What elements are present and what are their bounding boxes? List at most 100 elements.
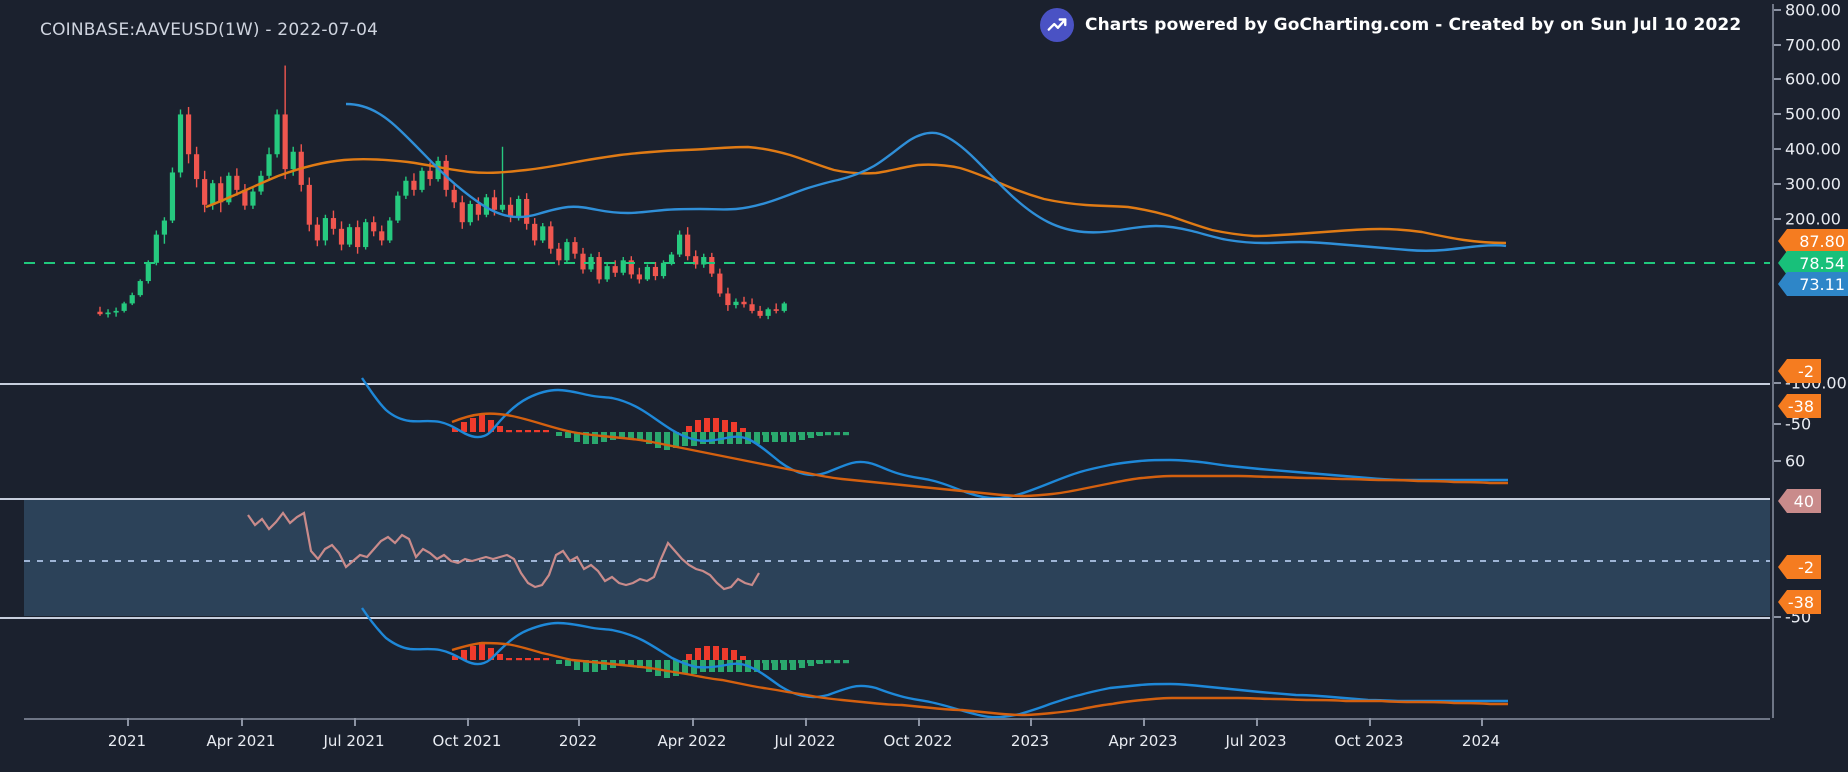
candle-body[interactable] xyxy=(604,266,610,280)
candle-body[interactable] xyxy=(210,183,216,205)
candle-body[interactable] xyxy=(153,234,159,263)
macd2-signal-value-tag[interactable]: -38 xyxy=(1778,590,1821,614)
candle-body[interactable] xyxy=(419,170,425,190)
candle-body[interactable] xyxy=(572,242,578,254)
candle-body[interactable] xyxy=(282,114,288,170)
candle-body[interactable] xyxy=(580,253,586,270)
macd-pane-2[interactable] xyxy=(0,607,1770,719)
candle-body[interactable] xyxy=(636,274,642,280)
candle-body[interactable] xyxy=(363,222,369,248)
candle-body[interactable] xyxy=(427,170,433,180)
rsi-pane[interactable] xyxy=(0,499,1770,617)
candle-body[interactable] xyxy=(685,234,691,257)
candle-body[interactable] xyxy=(693,256,699,265)
candle-body[interactable] xyxy=(757,310,763,316)
candle-body[interactable] xyxy=(596,257,602,280)
candle-body[interactable] xyxy=(701,257,707,265)
candle-body[interactable] xyxy=(322,218,328,241)
candle-body[interactable] xyxy=(387,220,393,241)
candle-body[interactable] xyxy=(749,304,755,311)
candle-body[interactable] xyxy=(612,266,618,273)
candle-body[interactable] xyxy=(145,262,151,282)
candle-body[interactable] xyxy=(290,151,296,170)
candle-body[interactable] xyxy=(355,227,361,248)
candle-body[interactable] xyxy=(499,204,506,210)
candle-body[interactable] xyxy=(250,191,256,206)
candle-body[interactable] xyxy=(781,303,787,311)
candle-body[interactable] xyxy=(185,114,192,155)
candle-body[interactable] xyxy=(137,281,143,296)
time-axis-label: Apr 2021 xyxy=(206,732,276,750)
macd2-value-tag[interactable]: -2 xyxy=(1778,555,1821,579)
macd-histogram-bar xyxy=(704,418,710,432)
time-axis[interactable]: 2021 Apr 2021 Jul 2021 Oct 2021 2022 Apr 2022… xyxy=(0,718,1848,772)
candle-body[interactable] xyxy=(121,303,127,311)
candle-body[interactable] xyxy=(330,218,337,229)
candle-body[interactable] xyxy=(516,198,522,218)
candle-body[interactable] xyxy=(242,189,248,206)
candle-body[interactable] xyxy=(540,226,546,241)
candle-body[interactable] xyxy=(113,310,119,313)
candle-body[interactable] xyxy=(451,189,457,203)
ma-slow-value-tag[interactable]: 87.80 xyxy=(1778,229,1848,253)
candle-body[interactable] xyxy=(475,203,481,215)
candle-body[interactable] xyxy=(660,262,667,277)
ma-fast-value-tag[interactable]: 73.11 xyxy=(1778,272,1848,296)
candle-body[interactable] xyxy=(765,309,771,316)
candle-body[interactable] xyxy=(371,222,377,232)
candle-body[interactable] xyxy=(338,228,345,245)
candle-body[interactable] xyxy=(411,180,417,190)
candle-body[interactable] xyxy=(717,273,723,294)
candle-body[interactable] xyxy=(314,224,320,241)
candle-body[interactable] xyxy=(677,234,683,255)
candle-body[interactable] xyxy=(725,293,731,306)
candle-body[interactable] xyxy=(564,242,570,261)
candle-body[interactable] xyxy=(202,179,208,205)
price-axis[interactable]: 800.00 700.00 600.00 500.00 400.00 300.00 200.… xyxy=(1771,0,1848,718)
candle-body[interactable] xyxy=(306,184,312,225)
candle-body[interactable] xyxy=(177,114,184,173)
candle-body[interactable] xyxy=(161,220,167,235)
candle-body[interactable] xyxy=(773,309,779,311)
macd-pane[interactable] xyxy=(0,377,1770,500)
candle-body[interactable] xyxy=(234,175,240,190)
price-pane[interactable] xyxy=(0,0,1770,383)
candle-body[interactable] xyxy=(628,260,634,275)
candle-body[interactable] xyxy=(556,248,562,261)
candle-body[interactable] xyxy=(274,114,280,155)
candle-body[interactable] xyxy=(532,223,538,241)
candle-body[interactable] xyxy=(709,257,715,274)
candle-body[interactable] xyxy=(652,266,659,277)
macd-signal-value-tag[interactable]: -38 xyxy=(1778,394,1821,418)
candle-body[interactable] xyxy=(548,226,554,249)
candle-body[interactable] xyxy=(129,295,135,304)
macd-value-tag[interactable]: -2 xyxy=(1778,359,1821,383)
candle-body[interactable] xyxy=(467,203,473,223)
candle-body[interactable] xyxy=(97,311,103,315)
candle-body[interactable] xyxy=(644,266,650,280)
candle-body[interactable] xyxy=(524,198,530,224)
candle-body[interactable] xyxy=(218,183,224,203)
candle-body[interactable] xyxy=(620,260,626,273)
candle-body[interactable] xyxy=(194,154,200,180)
macd-histogram-bar xyxy=(470,646,476,660)
candle-body[interactable] xyxy=(741,301,747,305)
macd-histogram-bar xyxy=(771,660,777,664)
rsi-value-tag[interactable]: 40 xyxy=(1778,489,1821,513)
macd-histogram-bar xyxy=(731,650,737,660)
candle-body[interactable] xyxy=(226,175,232,203)
candle-body[interactable] xyxy=(507,204,514,218)
candle-body[interactable] xyxy=(105,312,111,315)
candle-body[interactable] xyxy=(395,195,401,221)
candle-body[interactable] xyxy=(346,227,353,245)
candle-body[interactable] xyxy=(266,154,272,176)
candle-body[interactable] xyxy=(169,172,176,221)
candle-body[interactable] xyxy=(668,254,675,263)
candle-body[interactable] xyxy=(459,202,465,223)
candle-body[interactable] xyxy=(733,301,739,306)
time-axis-label: Oct 2021 xyxy=(432,732,502,750)
candle-body[interactable] xyxy=(491,197,498,210)
last-price-tag[interactable]: 78.54 xyxy=(1778,251,1848,275)
candle-body[interactable] xyxy=(379,231,385,241)
candle-body[interactable] xyxy=(403,180,409,196)
